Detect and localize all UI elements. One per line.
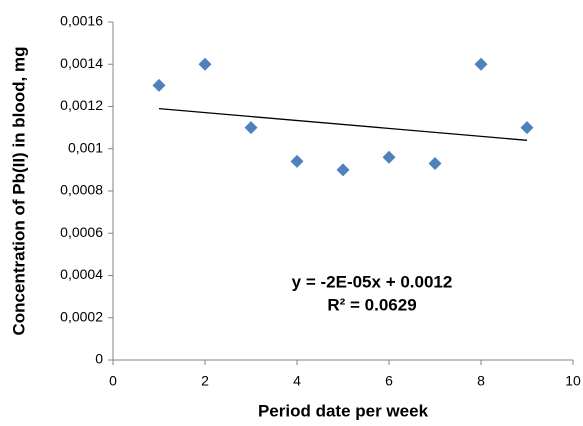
point	[198, 57, 212, 71]
y-tick-label: 0,0006	[60, 224, 103, 240]
x-tick-label: 2	[201, 373, 209, 389]
y-tick-label: 0,0008	[60, 182, 103, 198]
point	[474, 57, 488, 71]
x-tick-label: 0	[109, 373, 117, 389]
y-tick-label: 0,0014	[60, 55, 103, 71]
y-tick-label: 0,0012	[60, 97, 103, 113]
x-tick-label: 8	[477, 373, 485, 389]
y-axis-label: Concentration of Pb(II) in blood, mg	[9, 47, 28, 336]
y-tick-label: 0,0002	[60, 308, 103, 324]
point	[428, 157, 442, 171]
trend-equation: y = -2E-05x + 0.0012	[292, 272, 453, 291]
y-tick-label: 0,0004	[60, 266, 103, 282]
x-tick-label: 10	[565, 373, 581, 389]
r-squared: R² = 0.0629	[327, 295, 416, 314]
point	[336, 163, 350, 177]
y-tick-label: 0,001	[68, 139, 103, 155]
point	[152, 78, 166, 92]
point	[244, 121, 258, 135]
trendline	[158, 107, 528, 141]
point	[520, 121, 534, 135]
point	[290, 154, 304, 168]
y-tick-label: 0,0016	[60, 13, 103, 29]
x-tick-label: 6	[385, 373, 393, 389]
y-tick-label: 0	[95, 351, 103, 367]
x-tick-label: 4	[293, 373, 301, 389]
x-axis-label: Period date per week	[258, 401, 429, 420]
point	[382, 150, 396, 164]
